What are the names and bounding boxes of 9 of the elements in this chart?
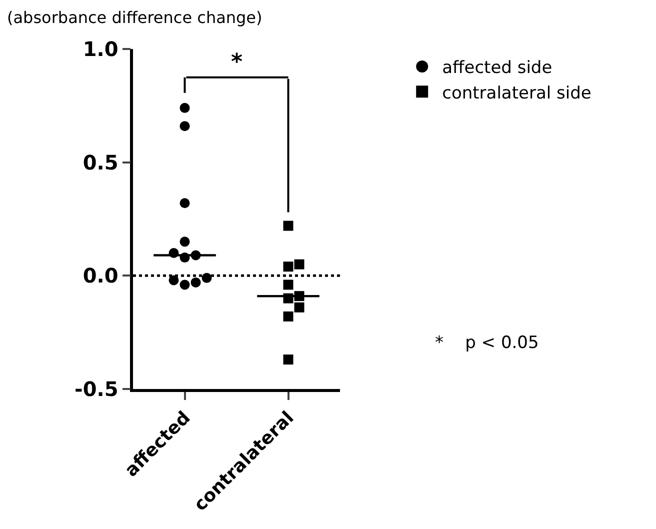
y-tick-label: -0.5 [74,377,118,401]
legend-label: contralateral side [442,83,592,104]
y-tick-label: 0.0 [82,264,118,288]
y-axis-title: (absorbance difference change) [7,8,262,27]
legend-label: affected side [442,58,552,78]
annotation: * [231,50,243,75]
y-tick-label: 1.0 [82,37,118,61]
y-tick-label: 0.5 [82,150,118,174]
text: * p < 0.05 [435,333,539,353]
